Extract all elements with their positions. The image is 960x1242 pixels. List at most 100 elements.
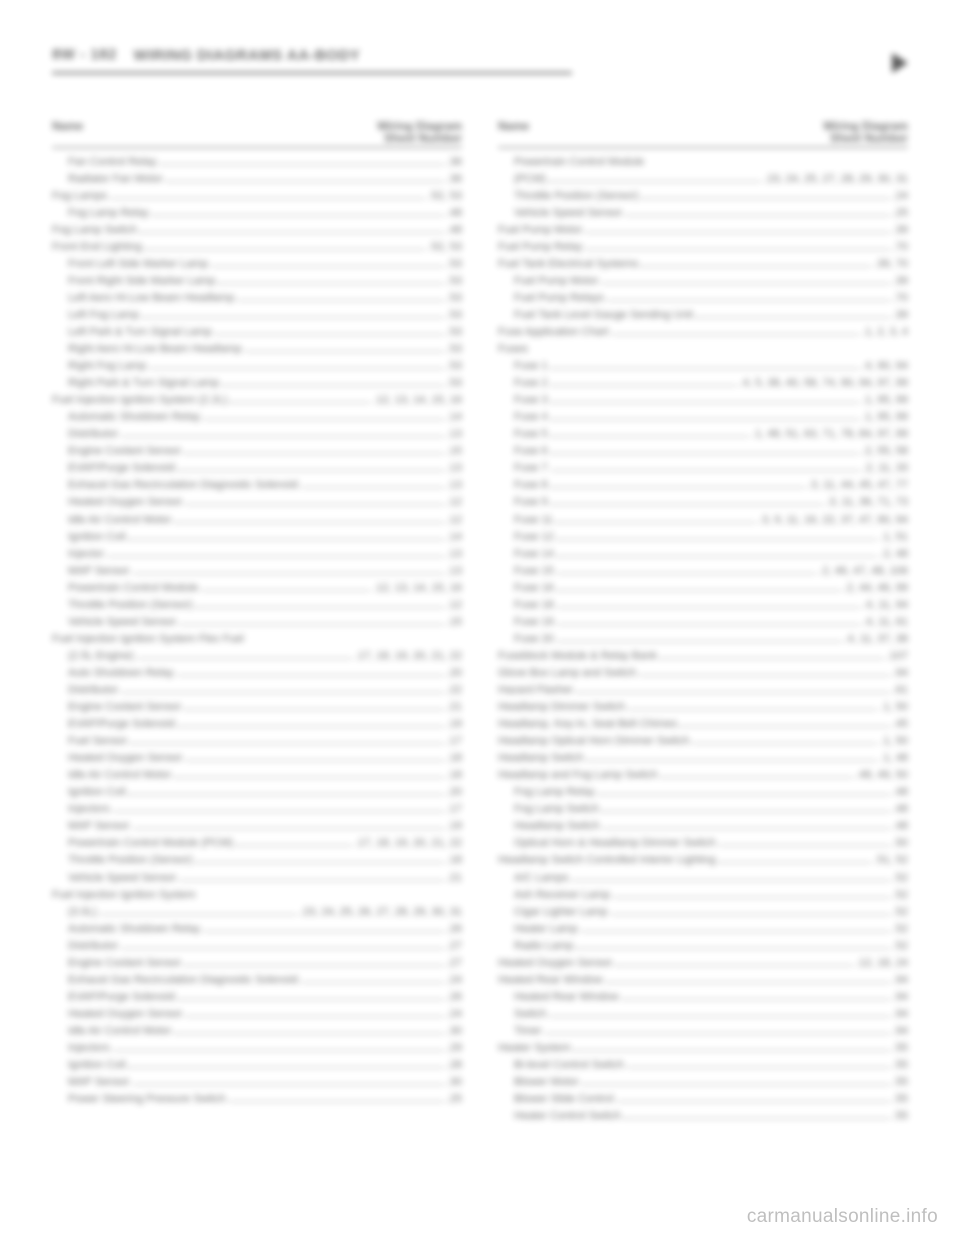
- leader-dots: [551, 481, 805, 489]
- index-page-number: .30: [447, 1074, 462, 1091]
- index-row: Headlamp and Fog Lamp Switch.48, 49, 50: [498, 767, 908, 784]
- index-page-number: .15: [447, 443, 462, 460]
- index-row: Fuseblock Module & Relay Bank.107: [498, 648, 908, 665]
- index-row: Fuel Pump Motor.39: [498, 222, 908, 239]
- header-rule: [52, 72, 572, 74]
- index-page-number: .14: [447, 529, 462, 546]
- index-row: Fuel Pump Motor.39: [498, 273, 908, 290]
- index-row: Fuel Tank Level Gauge Sending Unit.39: [498, 307, 908, 324]
- index-row: Fuse 16.2, 44, 46, 99: [498, 580, 908, 597]
- index-page-number: .48: [893, 818, 908, 835]
- leader-dots: [145, 242, 425, 250]
- index-row: Heated Oxygen Sensor.12: [52, 494, 462, 511]
- leader-dots: [628, 702, 877, 710]
- index-page-number: .21: [447, 870, 462, 887]
- leader-dots: [603, 822, 890, 830]
- leader-dots: [121, 685, 444, 693]
- index-page-number: .12, 13, 14, 15, 16: [373, 580, 462, 597]
- index-page-number: .1, 50: [880, 699, 908, 716]
- index-page-number: .1, 48: [880, 750, 908, 767]
- index-label: Fuel Tank Level Gauge Sending Unit: [498, 307, 693, 324]
- page-content: 8W - 182 WIRING DIAGRAMS AA-BODY Name Wi…: [0, 0, 960, 1125]
- index-row: Heated Rear Window.94: [498, 972, 908, 989]
- index-page-number: .13: [447, 477, 462, 494]
- index-label: Fog Lamp Relay: [52, 205, 149, 222]
- index-page-number: .30: [447, 1023, 462, 1040]
- index-page-number: .1, 95, 99: [862, 409, 908, 426]
- index-label: Injectors: [52, 801, 110, 818]
- index-label: Left Fog Lamp: [52, 307, 139, 324]
- leader-dots: [211, 259, 444, 267]
- leader-dots: [133, 822, 444, 830]
- index-label: Fuse 11: [498, 512, 553, 529]
- index-row: Powertrain Control Module (PCM).17, 18, …: [52, 835, 462, 852]
- index-label: Fuse 1: [498, 358, 548, 375]
- index-page-number: .24: [893, 188, 908, 205]
- leader-dots: [557, 549, 878, 557]
- leader-dots: [617, 1094, 890, 1102]
- index-page-number: .53: [447, 290, 462, 307]
- leader-dots: [184, 702, 444, 710]
- index-page-number: .45: [893, 716, 908, 733]
- leader-dots: [184, 958, 444, 966]
- leader-dots: [611, 907, 890, 915]
- index-page-number: .39: [893, 222, 908, 239]
- leader-dots: [557, 617, 860, 625]
- index-label: Throttle Position (Sensor): [498, 188, 639, 205]
- index-page-number: .20: [447, 784, 462, 801]
- leader-dots: [113, 805, 444, 813]
- index-row: Bi-level Control Switch.55: [498, 1057, 908, 1074]
- index-row: Fuel Pump Relays.70: [498, 290, 908, 307]
- index-label: Left Park & Turn Signal Lamp: [52, 324, 212, 341]
- index-row: Engine Coolant Sensor.21: [52, 699, 462, 716]
- index-row: Fuel Tank Electrical Systems.39, 70: [498, 256, 908, 273]
- leader-dots: [218, 276, 443, 284]
- index-row: Front End Lighting.52, 53: [52, 239, 462, 256]
- index-row: Fuse 1.4, 90, 94: [498, 358, 908, 375]
- leader-dots: [133, 566, 444, 574]
- leader-dots: [607, 293, 890, 301]
- index-page-number: .61: [893, 682, 908, 699]
- index-row: Powertrain Control Module: [498, 154, 908, 171]
- index-page-number: .50: [893, 835, 908, 852]
- index-row: Fuse 15.2, 46, 47, 48, 106: [498, 563, 908, 580]
- index-page-number: .24: [447, 972, 462, 989]
- index-row: Fuel Injection Ignition System Flex Fuel: [52, 631, 462, 648]
- index-label: Fuse 8: [498, 477, 548, 494]
- index-label: (PCM): [498, 171, 546, 188]
- index-label: EVAP/Purge Solenoid: [52, 716, 175, 733]
- index-row: Heater Lamp.52: [498, 921, 908, 938]
- leader-dots: [545, 1026, 890, 1034]
- leader-dots: [230, 396, 370, 404]
- index-row: MAP Sensor.13: [52, 563, 462, 580]
- index-label: Switch: [498, 1006, 546, 1023]
- index-row: Fuel Sensor.17: [52, 733, 462, 750]
- leader-dots: [551, 396, 859, 404]
- index-label: Idle Air Control Motor: [52, 767, 171, 784]
- index-row: Idle Air Control Motor.12: [52, 512, 462, 529]
- index-page-number: .2, 48: [880, 546, 908, 563]
- index-row: Automatic Shutdown Relay.14: [52, 409, 462, 426]
- leader-dots: [551, 361, 859, 369]
- index-label: Vehicle Speed Sensor: [52, 614, 176, 631]
- leader-dots: [696, 310, 890, 318]
- index-page-number: .94: [893, 989, 908, 1006]
- index-label: Front Right Side Marker Lamp: [52, 273, 215, 290]
- leader-dots: [557, 566, 817, 574]
- index-label: EVAP/Purge Solenoid: [52, 460, 175, 477]
- index-page-number: .13: [447, 460, 462, 477]
- index-label: Left Aero Hi-Low Beam Headlamp: [52, 290, 234, 307]
- index-page-number: .12: [447, 494, 462, 511]
- index-row: Fuse 11.3, 9, 11, 16, 22, 37, 47, 90, 94: [498, 512, 908, 529]
- index-page-number: .4, 5, 38, 40, 58, 74, 90, 94, 97, 99: [740, 375, 908, 392]
- index-row: EVAP/Purge Solenoid .13: [52, 460, 462, 477]
- leader-dots: [201, 583, 370, 591]
- index-page-number: .55: [893, 1074, 908, 1091]
- index-row: Right Aero Hi-Low Beam Headlamp.53: [52, 341, 462, 358]
- index-row: Power Steering Pressure Switch.25: [52, 1091, 462, 1108]
- index-row: Fuse 5.1, 48, 51, 63, 71, 78, 84, 97, 99: [498, 426, 908, 443]
- left-column: Name Wiring Diagram Sheet Number Fan Con…: [52, 121, 462, 1126]
- index-row: Glove Box Lamp and Switch.94: [498, 665, 908, 682]
- index-row: MAP Sensor.19: [52, 818, 462, 835]
- leader-dots: [130, 736, 443, 744]
